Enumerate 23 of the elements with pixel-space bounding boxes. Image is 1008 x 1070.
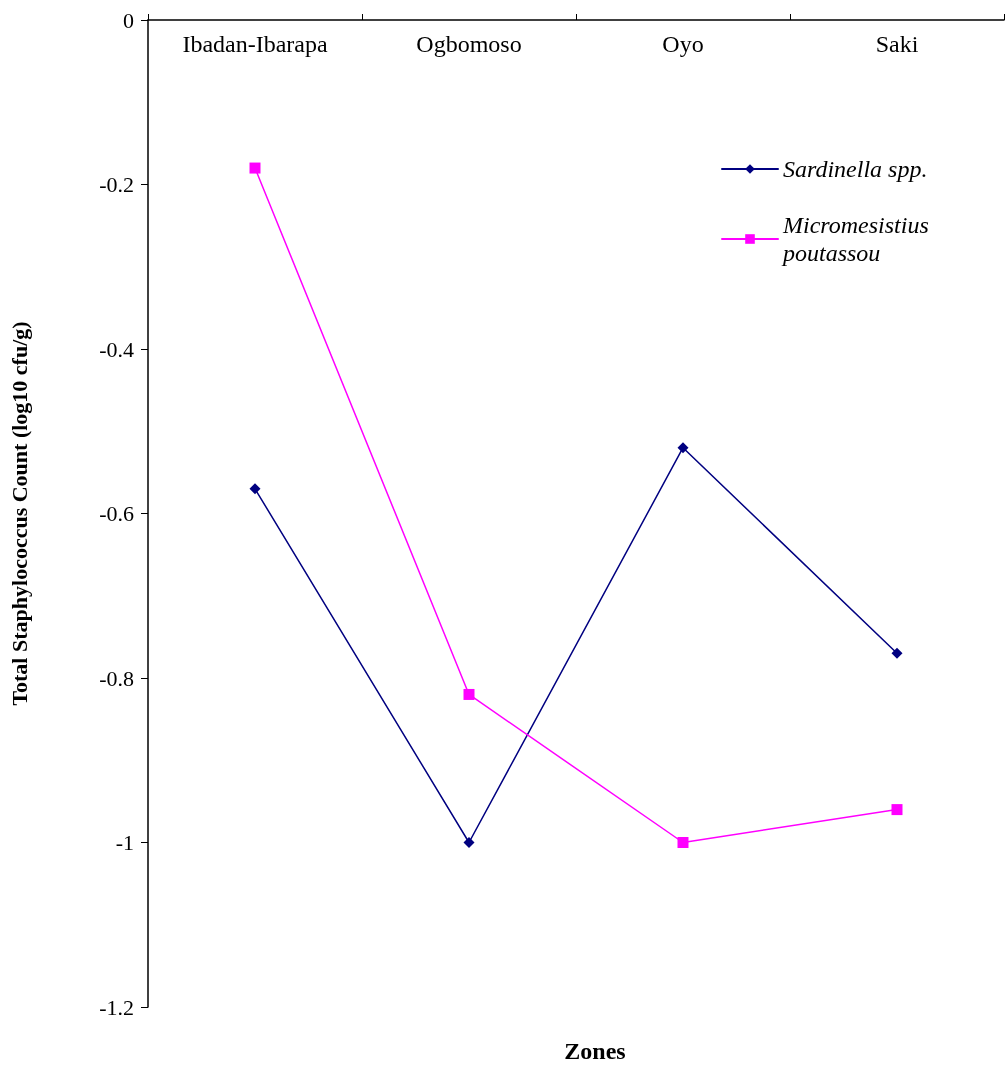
y-axis-title: Total Staphylococcus Count (log10 cfu/g) xyxy=(6,321,32,706)
x-axis-title: Zones xyxy=(564,1038,626,1064)
y-tick-label: 0 xyxy=(123,7,134,33)
x-tick-label: Ibadan-Ibarapa xyxy=(182,31,328,57)
point xyxy=(891,647,903,659)
y-tick-label: -0.6 xyxy=(99,501,134,526)
y-tick-label: -1.2 xyxy=(99,994,134,1020)
x-tick-label: Oyo xyxy=(662,31,704,57)
point xyxy=(677,837,689,848)
point xyxy=(463,688,475,700)
y-tick-label: -1 xyxy=(115,830,134,855)
legend-label: Sardinella spp. xyxy=(783,156,928,182)
y-tick-label: -0.2 xyxy=(99,172,134,197)
point xyxy=(249,162,261,174)
y-tick-label: -0.8 xyxy=(99,665,134,691)
point xyxy=(677,442,689,454)
x-tick-label: Saki xyxy=(875,31,919,57)
point xyxy=(463,837,475,848)
point xyxy=(249,483,261,495)
legend-label: Micromesistius poutassou xyxy=(781,212,935,266)
point xyxy=(891,804,903,816)
x-tick-label: Ogbomoso xyxy=(416,31,522,57)
y-tick-label: -0.4 xyxy=(99,336,134,362)
